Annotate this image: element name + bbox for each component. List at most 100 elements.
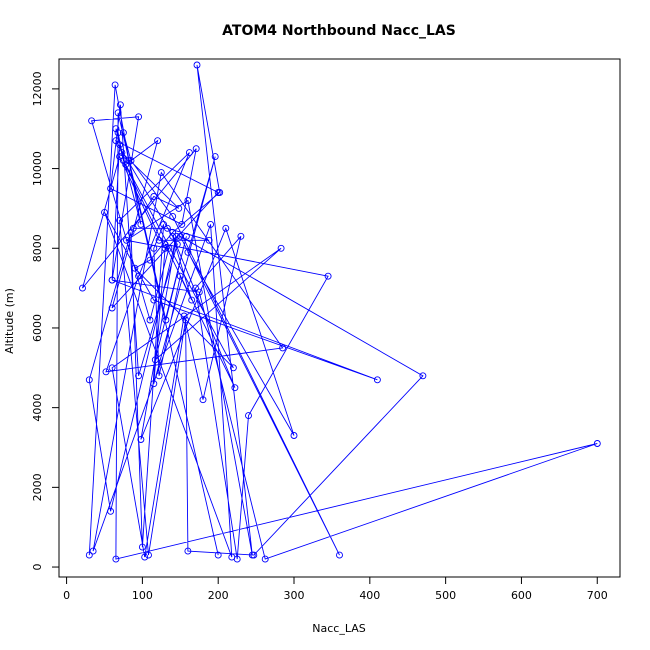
data-point [116, 153, 124, 161]
data-point [184, 547, 192, 555]
data-point [108, 304, 116, 312]
x-tick-label: 300 [284, 589, 305, 602]
data-point [151, 356, 159, 364]
x-tick-label: 100 [132, 589, 153, 602]
data-point [216, 189, 224, 196]
data-point [175, 204, 183, 212]
data-point [237, 232, 245, 240]
data-point [102, 368, 110, 376]
data-point [193, 61, 201, 69]
data-point [85, 551, 93, 559]
data-point [88, 117, 96, 125]
data-point [419, 372, 427, 380]
data-point [184, 248, 192, 256]
data-point [245, 412, 252, 420]
data-point [162, 316, 170, 324]
data-point [207, 220, 215, 228]
data-point [261, 555, 269, 563]
data-point [107, 507, 115, 515]
data-point [250, 551, 258, 559]
data-point [228, 553, 236, 561]
data-point [163, 224, 171, 232]
data-point [157, 169, 165, 177]
data-point [137, 436, 145, 443]
data-point [138, 543, 146, 551]
data-point [169, 232, 177, 240]
data-point [290, 432, 298, 439]
y-tick-label: 6000 [31, 314, 44, 342]
data-point [150, 296, 158, 304]
data-point [127, 228, 135, 236]
data-point [192, 284, 199, 292]
data-point [114, 109, 122, 117]
data-point [135, 372, 143, 380]
data-point [222, 224, 230, 232]
data-point [129, 224, 137, 232]
x-tick-label: 700 [587, 589, 608, 602]
data-point [108, 276, 116, 284]
data-point [135, 113, 143, 121]
data-point [112, 125, 120, 133]
y-axis-label: Altitude (m) [3, 288, 16, 354]
data-point [116, 141, 124, 149]
data-point [188, 296, 196, 304]
data-point [155, 236, 163, 244]
data-point [169, 228, 177, 236]
data-point [125, 157, 133, 165]
data-point [137, 220, 145, 228]
x-tick-label: 0 [63, 589, 70, 602]
data-point [205, 236, 213, 244]
data-point [229, 364, 237, 372]
data-point [593, 440, 601, 447]
data-point [119, 157, 127, 165]
data-point [160, 220, 168, 228]
data-point [107, 185, 115, 192]
data-point [192, 145, 200, 153]
data-point [79, 284, 86, 292]
data-point [178, 220, 186, 228]
data-point [131, 264, 139, 272]
data-point [108, 364, 116, 372]
data-point [173, 232, 180, 240]
x-axis: 0 100 200 300 400 500 600 700 [63, 576, 608, 602]
y-tick-label: 10000 [31, 151, 44, 186]
data-point [119, 129, 127, 137]
data-point [161, 244, 169, 252]
data-point [182, 316, 190, 324]
data-point [146, 256, 154, 264]
data-point [184, 197, 192, 204]
data-point [155, 372, 163, 380]
data-point [211, 153, 219, 161]
y-tick-label: 2000 [31, 473, 44, 501]
y-tick-label: 12000 [31, 71, 44, 106]
x-tick-label: 400 [359, 589, 380, 602]
y-tick-label: 4000 [31, 394, 44, 422]
y-axis: 0 2000 4000 6000 8000 10000 12000 [31, 71, 60, 571]
x-axis-label: Nacc_LAS [312, 622, 365, 635]
data-point [185, 149, 193, 157]
data-point [324, 272, 332, 280]
y-tick-label: 8000 [31, 234, 44, 262]
data-point [195, 288, 203, 296]
data-point [277, 244, 285, 252]
data-point [89, 547, 97, 555]
chart-title: ATOM4 Northbound Nacc_LAS [222, 23, 456, 39]
data-point [118, 149, 126, 157]
data-point [116, 216, 124, 224]
data-point [150, 244, 158, 252]
data-point [85, 376, 93, 384]
data-point [150, 193, 158, 200]
data-point [101, 208, 108, 216]
data-point [336, 551, 343, 559]
data-point [231, 384, 239, 392]
data-point [199, 396, 207, 404]
data-point [127, 157, 135, 165]
data-point [114, 129, 122, 137]
y-tick-label: 0 [31, 564, 44, 571]
data-point [165, 244, 173, 252]
data-point [161, 240, 169, 248]
series-layer [79, 61, 601, 563]
data-point [176, 272, 184, 280]
